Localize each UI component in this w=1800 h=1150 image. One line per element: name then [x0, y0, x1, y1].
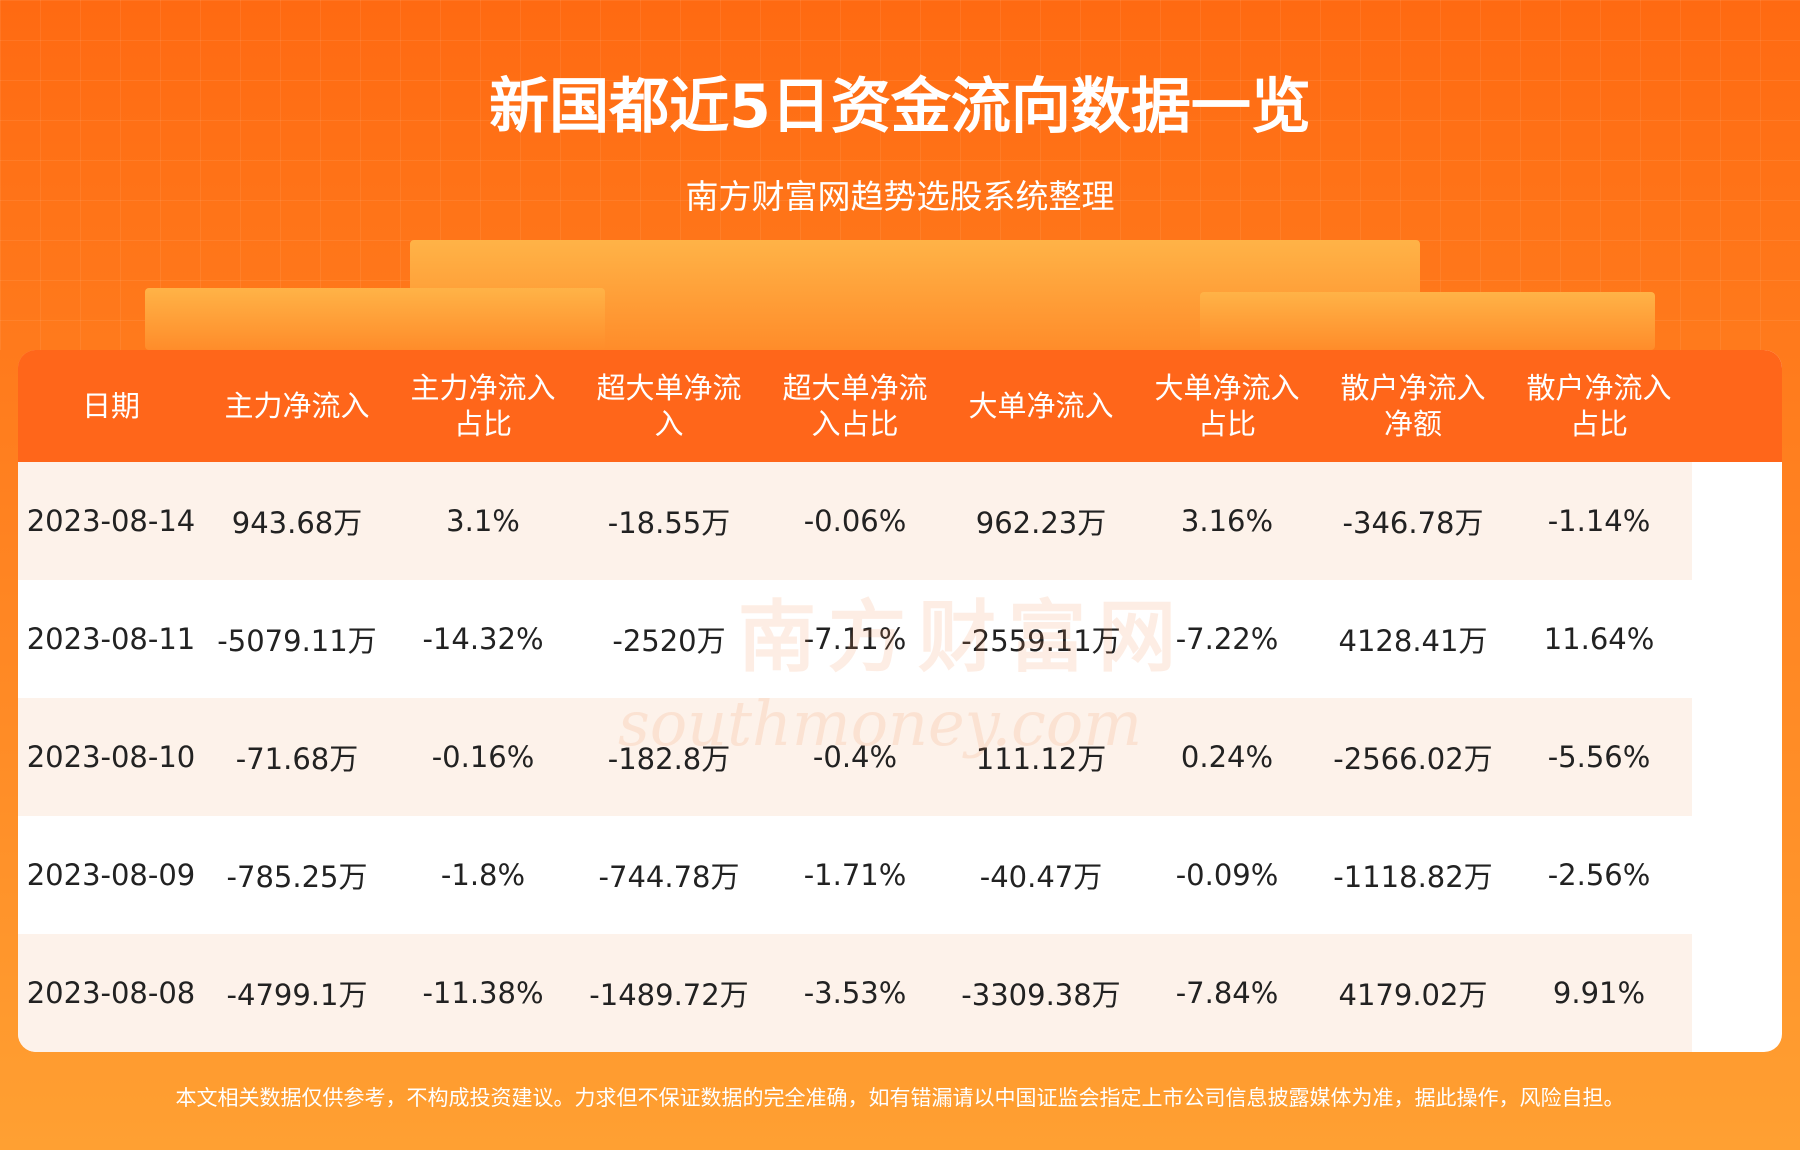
flow-table: 日期 主力净流入 主力净流入占比 超大单净流入 超大单净流入占比 大单净流入 大单净流入占比…: [18, 350, 1692, 1052]
table-row: 2023-08-14 943.68万 3.1% -18.55万 -0.06% 962.23…: [18, 462, 1692, 580]
table-cell: 3.1%: [390, 462, 576, 580]
table-cell: -1118.82万: [1333, 860, 1493, 894]
table-cell: -11.38%: [390, 934, 576, 1052]
table-cell: 11.64%: [1543, 622, 1655, 656]
column-header: 散户净流入占比: [1506, 350, 1692, 462]
table-cell: -1489.72万: [576, 934, 762, 1052]
table-cell: -3.53%: [762, 934, 948, 1052]
table-cell: 3.16%: [1134, 462, 1320, 580]
table-cell: -4799.1万: [204, 934, 390, 1052]
table-cell: -0.06%: [762, 462, 948, 580]
table-cell: -785.25万: [226, 860, 368, 894]
column-header: 超大单净流入: [576, 350, 762, 462]
subtitle: 南方财富网趋势选股系统整理: [685, 177, 1115, 216]
table-cell: -0.16%: [390, 698, 576, 816]
table-row: 2023-08-11 -5079.11万 -14.32% -2520万 -7.11% -2…: [18, 580, 1692, 698]
table-cell: -7.84%: [1134, 934, 1320, 1052]
table-cell: 2023-08-11: [26, 622, 196, 656]
table-cell: 9.91%: [1506, 934, 1692, 1052]
column-header-text: 超大单净流入占比: [782, 371, 928, 441]
table-cell: -7.11%: [803, 622, 907, 656]
table-cell: -182.8万: [576, 698, 762, 816]
column-header-text: 散户净流入净额: [1340, 371, 1486, 441]
table-cell: -5079.11万: [217, 624, 377, 658]
table-cell: -7.22%: [1175, 622, 1279, 656]
table-cell: -14.32%: [422, 622, 544, 656]
disclaimer: 本文相关数据仅供参考，不构成投资建议。力求但不保证数据的完全准确，如有错漏请以中…: [175, 1086, 1625, 1110]
column-header-text: 大单净流入: [968, 389, 1114, 423]
column-header-text: 日期: [81, 389, 140, 423]
table-cell: -71.68万: [204, 698, 390, 816]
table-row: 2023-08-09 -785.25万 -1.8% -744.78万 -1.71% -40…: [18, 816, 1692, 934]
table-cell: 2023-08-09: [26, 858, 196, 892]
table-cell: -1.8%: [440, 858, 526, 892]
column-header: 大单净流入: [948, 350, 1134, 462]
column-header-text: 主力净流入占比: [410, 371, 556, 441]
table-cell: -5.56%: [1506, 698, 1692, 816]
column-header: 日期: [18, 350, 204, 462]
table-cell: -1.14%: [1506, 462, 1692, 580]
table-cell: 2023-08-10: [18, 698, 204, 816]
decor-block: [1200, 292, 1655, 350]
table-cell: -346.78万: [1320, 462, 1506, 580]
table-cell: 943.68万: [204, 462, 390, 580]
table-cell: -40.47万: [979, 860, 1103, 894]
column-header: 主力净流入: [204, 350, 390, 462]
table-cell: -2566.02万: [1320, 698, 1506, 816]
table-cell: -2559.11万: [961, 624, 1121, 658]
column-header: 超大单净流入占比: [762, 350, 948, 462]
decor-block: [145, 288, 605, 350]
title: 新国都近5日资金流向数据一览: [489, 72, 1311, 142]
table-cell: -744.78万: [598, 860, 740, 894]
table-cell: -2.56%: [1547, 858, 1651, 892]
table-cell: -0.09%: [1175, 858, 1279, 892]
table-card: 日期 主力净流入 主力净流入占比 超大单净流入 超大单净流入占比 大单净流入 大单净流入占比…: [18, 350, 1782, 1052]
table-cell: -0.4%: [762, 698, 948, 816]
column-header-text: 超大单净流入: [596, 371, 742, 441]
table-cell: -18.55万: [576, 462, 762, 580]
table-cell: 111.12万: [948, 698, 1134, 816]
column-header: 散户净流入净额: [1320, 350, 1506, 462]
table-cell: 962.23万: [948, 462, 1134, 580]
table-cell: -1.71%: [803, 858, 907, 892]
table-cell: 0.24%: [1134, 698, 1320, 816]
table-cell: 4128.41万: [1338, 624, 1488, 658]
table-cell: 2023-08-14: [18, 462, 204, 580]
table-cell: -3309.38万: [948, 934, 1134, 1052]
table-cell: -2520万: [612, 624, 726, 658]
table-cell: 4179.02万: [1320, 934, 1506, 1052]
table-cell: 2023-08-08: [18, 934, 204, 1052]
column-header-text: 主力净流入: [224, 389, 370, 423]
column-header-text: 散户净流入占比: [1526, 371, 1672, 441]
table-row: 2023-08-10 -71.68万 -0.16% -182.8万 -0.4% 111.1…: [18, 698, 1692, 816]
column-header: 大单净流入占比: [1134, 350, 1320, 462]
column-header: 主力净流入占比: [390, 350, 576, 462]
column-header-text: 大单净流入占比: [1154, 371, 1300, 441]
table-row: 2023-08-08 -4799.1万 -11.38% -1489.72万 -3.53%…: [18, 934, 1692, 1052]
